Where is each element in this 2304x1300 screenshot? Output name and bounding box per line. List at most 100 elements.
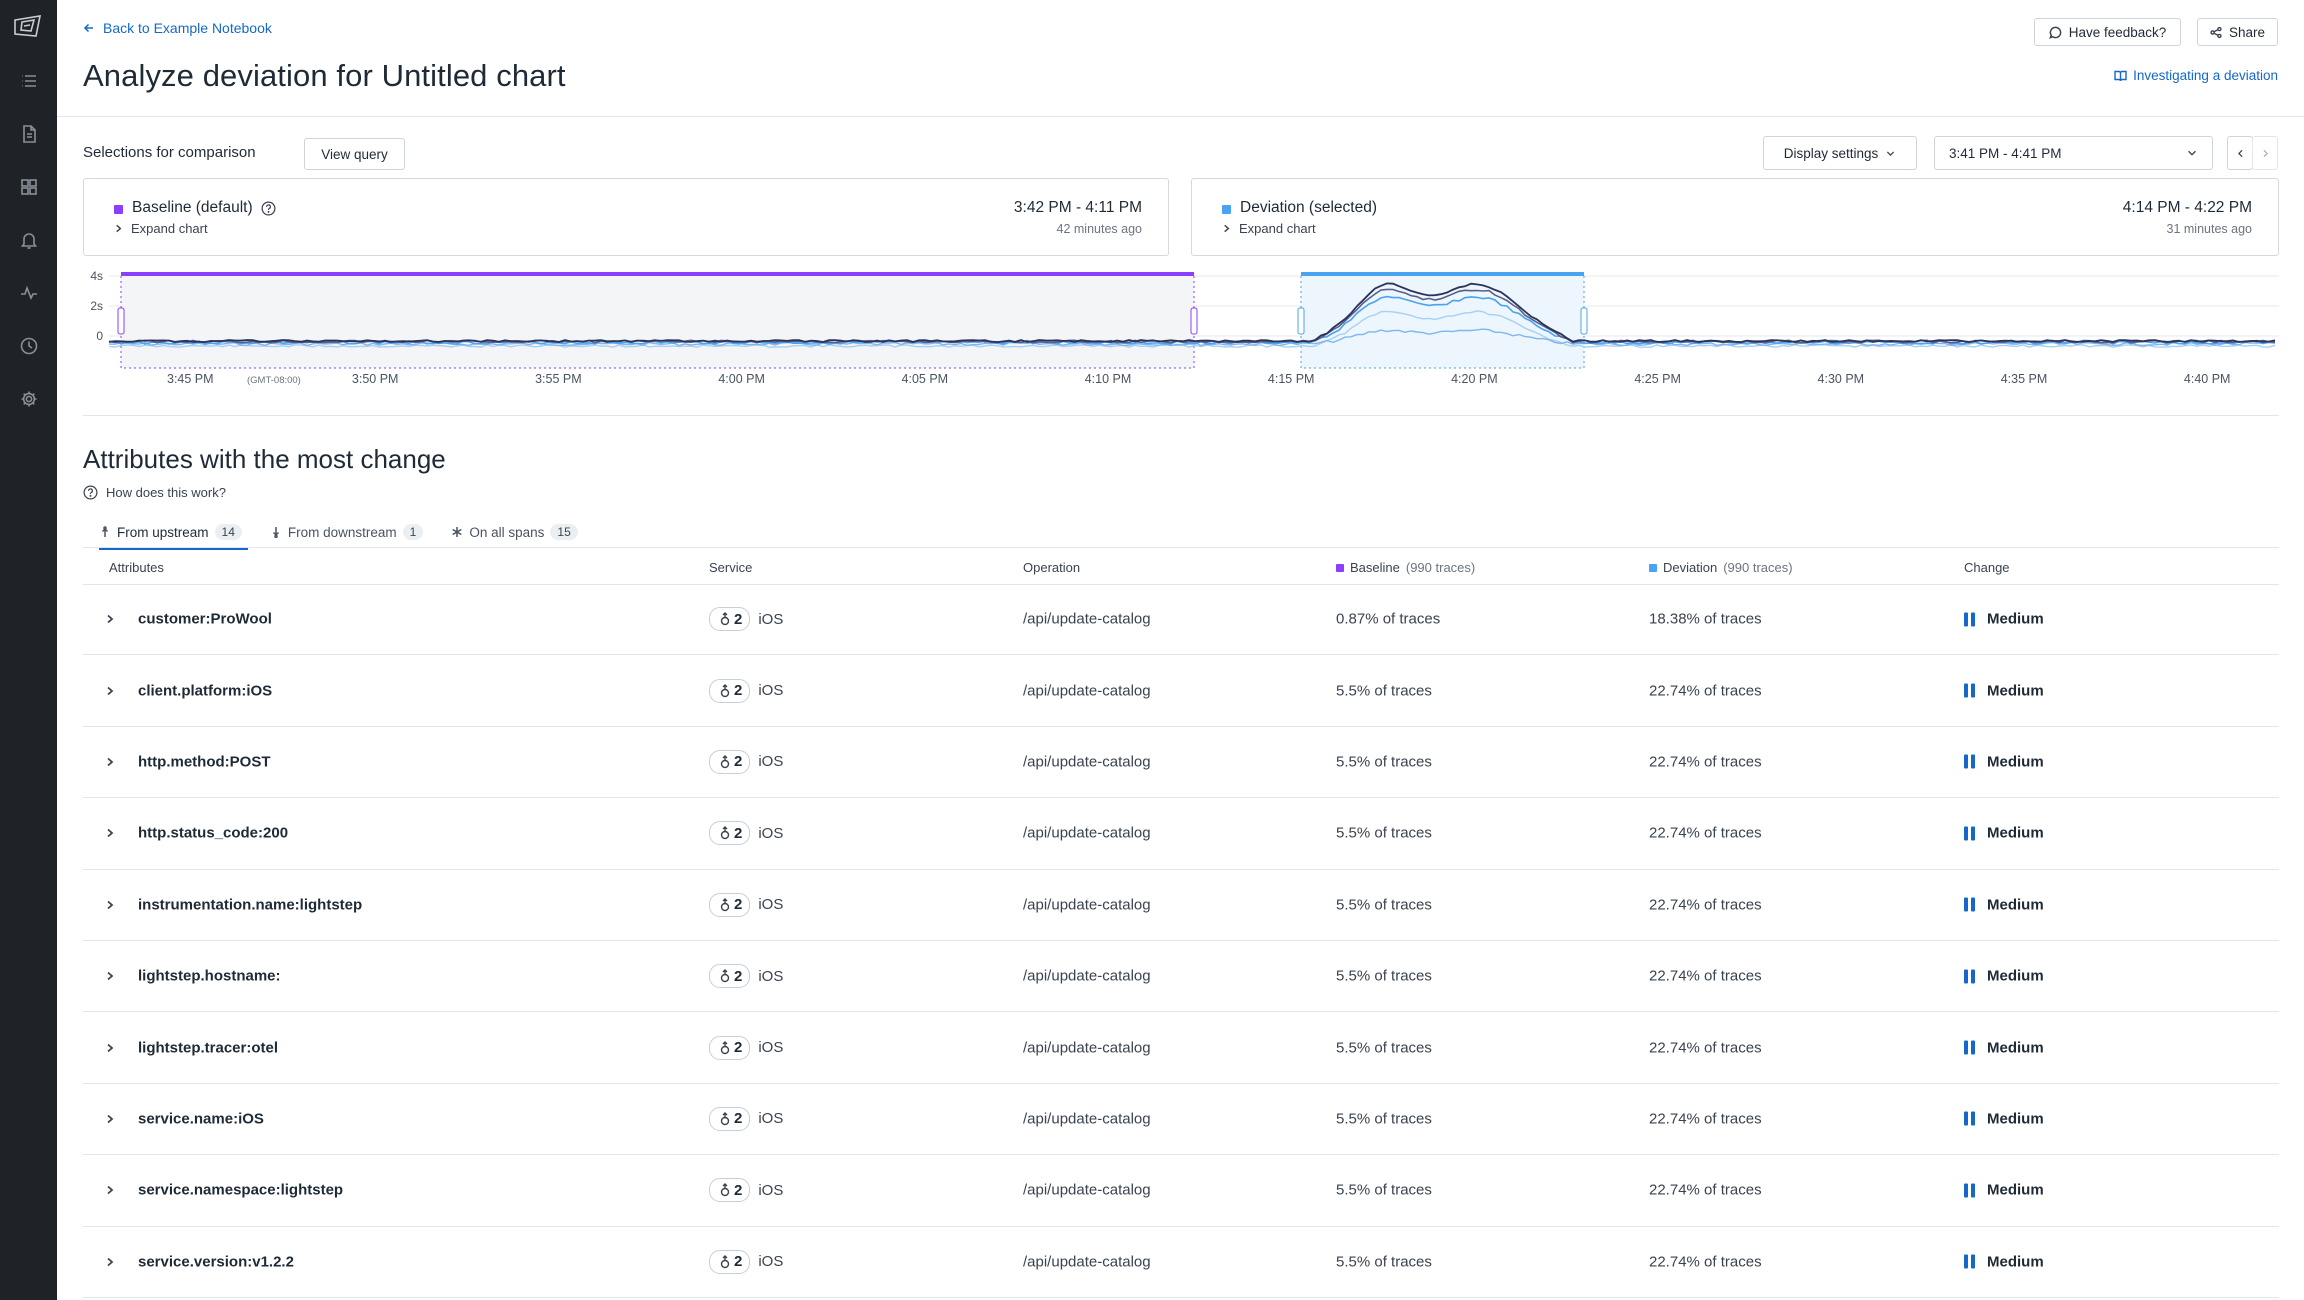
how-it-works-link[interactable]: How does this work?: [83, 485, 226, 500]
col-operation[interactable]: Operation: [1023, 560, 1080, 575]
upstream-count-badge[interactable]: 2: [709, 749, 751, 774]
change-bars-icon: [1964, 612, 1975, 627]
x-tick-label: 4:10 PM: [1085, 372, 1132, 386]
expand-chevron-icon[interactable]: [105, 900, 115, 910]
expand-chevron-icon[interactable]: [105, 1043, 115, 1053]
service-name: iOS: [758, 1181, 784, 1199]
activity-icon[interactable]: [18, 282, 40, 304]
upstream-count-badge[interactable]: 2: [709, 1035, 751, 1060]
bell-icon[interactable]: [18, 229, 40, 251]
service-cell: 2 iOS: [709, 1178, 784, 1203]
table-row[interactable]: service.version:v1.2.2 2 iOS/api/update-ca…: [83, 1227, 2279, 1298]
tab-label: From upstream: [117, 524, 209, 540]
service-name: iOS: [758, 1253, 784, 1271]
upstream-count-badge[interactable]: 2: [709, 1106, 751, 1131]
expand-chevron-icon[interactable]: [105, 828, 115, 838]
table-row[interactable]: service.namespace:lightstep 2 iOS/api/upda…: [83, 1155, 2279, 1227]
table-row[interactable]: client.platform:iOS 2 iOS/api/update-catal…: [83, 655, 2279, 727]
list-icon[interactable]: [18, 70, 40, 92]
app-logo-icon[interactable]: [12, 15, 46, 38]
asterisk-icon: [452, 527, 463, 537]
share-button[interactable]: Share: [2197, 18, 2278, 46]
deviation-expand-toggle[interactable]: Expand chart: [1222, 221, 1316, 236]
baseline-expand-toggle[interactable]: Expand chart: [114, 221, 208, 236]
time-prev-button[interactable]: [2227, 136, 2253, 170]
gear-icon[interactable]: [18, 388, 40, 410]
service-name: iOS: [758, 610, 784, 628]
baseline-title: Baseline (default): [132, 199, 276, 217]
expand-chevron-icon[interactable]: [105, 1114, 115, 1124]
expand-chevron-icon[interactable]: [105, 971, 115, 981]
change-level: Medium: [1987, 824, 2044, 842]
change-cell: Medium: [1964, 1039, 2044, 1056]
upstream-count-badge[interactable]: 2: [709, 1178, 751, 1203]
expand-chevron-icon[interactable]: [105, 1185, 115, 1195]
change-level: Medium: [1987, 610, 2044, 628]
back-link[interactable]: Back to Example Notebook: [83, 20, 272, 36]
latency-chart[interactable]: 4s 2s 0 3:45 PM (GMT-08:00) 3:50 PM 3:55 PM 4:…: [83, 266, 2279, 390]
attribute-tabs: From upstream 14 From downstream 1 On al…: [83, 516, 584, 550]
tab-from-downstream[interactable]: From downstream 1: [270, 516, 429, 548]
dashboard-icon[interactable]: [18, 176, 40, 198]
deviation-left-handle[interactable]: [1297, 307, 1305, 335]
col-attributes[interactable]: Attributes: [109, 560, 164, 575]
table-row[interactable]: lightstep.tracer:otel 2 iOS/api/update-cat…: [83, 1012, 2279, 1084]
change-bars-icon: [1964, 897, 1975, 912]
baseline-left-handle[interactable]: [117, 307, 125, 335]
baseline-window[interactable]: [120, 273, 1195, 369]
deviation-right-handle[interactable]: [1580, 307, 1588, 335]
view-query-label: View query: [321, 146, 388, 162]
expand-chevron-icon[interactable]: [105, 686, 115, 696]
operation-name: /api/update-catalog: [1023, 1110, 1151, 1128]
col-deviation[interactable]: Deviation (990 traces): [1649, 560, 1793, 575]
upstream-count-badge[interactable]: 2: [709, 607, 751, 632]
guide-link[interactable]: Investigating a deviation: [2114, 68, 2278, 83]
x-tick-label: 3:55 PM: [535, 372, 582, 386]
col-change[interactable]: Change: [1964, 560, 2010, 575]
tabs-divider: [83, 547, 2279, 548]
clock-icon[interactable]: [18, 335, 40, 357]
attribute-name: client.platform:iOS: [138, 682, 273, 700]
upstream-count: 2: [734, 1181, 743, 1199]
table-row[interactable]: instrumentation.name:lightstep 2 iOS/api/u…: [83, 870, 2279, 941]
tab-count: 14: [214, 524, 242, 540]
upstream-icon: [720, 612, 730, 626]
view-query-button[interactable]: View query: [304, 138, 405, 170]
deviation-ago: 31 minutes ago: [2166, 222, 2252, 236]
upstream-count: 2: [734, 896, 743, 914]
tab-on-all-spans[interactable]: On all spans 15: [451, 516, 583, 548]
upstream-icon: [720, 826, 730, 840]
attribute-name: instrumentation.name:lightstep: [138, 896, 363, 914]
feedback-button[interactable]: Have feedback?: [2034, 18, 2181, 46]
baseline-right-handle[interactable]: [1190, 307, 1198, 335]
upstream-count-badge[interactable]: 2: [709, 964, 751, 989]
arrow-left-icon: [83, 23, 93, 33]
section-divider: [83, 415, 2279, 416]
expand-chevron-icon[interactable]: [105, 614, 115, 624]
time-next-button[interactable]: [2252, 136, 2278, 170]
col-service[interactable]: Service: [709, 560, 752, 575]
notebook-icon[interactable]: [18, 123, 40, 145]
expand-chevron-icon[interactable]: [105, 1257, 115, 1267]
tab-from-upstream[interactable]: From upstream 14: [83, 516, 248, 550]
upstream-count-badge[interactable]: 2: [709, 892, 751, 917]
upstream-icon: [720, 969, 730, 983]
display-settings-button[interactable]: Display settings: [1763, 136, 1917, 170]
service-name: iOS: [758, 967, 784, 985]
upstream-count-badge[interactable]: 2: [709, 678, 751, 703]
table-row[interactable]: customer:ProWool 2 iOS/api/update-catalog 0…: [83, 584, 2279, 656]
left-nav-rail: [0, 0, 57, 1300]
time-range-select[interactable]: 3:41 PM - 4:41 PM: [1934, 136, 2213, 170]
table-row[interactable]: http.method:POST 2 iOS/api/update-catalog 5…: [83, 727, 2279, 799]
upstream-count-badge[interactable]: 2: [709, 1249, 751, 1274]
col-baseline[interactable]: Baseline (990 traces): [1336, 560, 1475, 575]
help-circle-icon[interactable]: [261, 201, 276, 216]
expand-chevron-icon[interactable]: [105, 757, 115, 767]
table-row[interactable]: lightstep.hostname: 2 iOS/api/update-catal…: [83, 941, 2279, 1013]
x-tick-label: 4:25 PM: [1634, 372, 1681, 386]
upstream-count-badge[interactable]: 2: [709, 821, 751, 846]
table-row[interactable]: service.name:iOS 2 iOS/api/update-catalog 5…: [83, 1084, 2279, 1156]
baseline-value: 5.5% of traces: [1336, 753, 1432, 771]
table-row[interactable]: http.status_code:200 2 iOS/api/update-cata…: [83, 798, 2279, 870]
upstream-icon: [720, 1040, 730, 1054]
